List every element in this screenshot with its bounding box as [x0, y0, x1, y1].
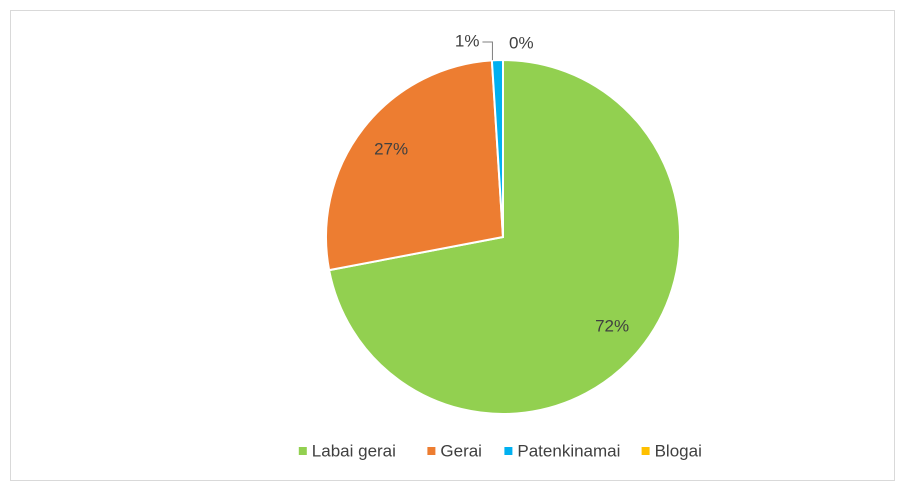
pie-slice	[325, 59, 505, 272]
pie-slice	[327, 58, 681, 415]
legend-swatch	[641, 447, 650, 455]
legend-label: Patenkinamai	[517, 441, 620, 460]
data-label: 27%	[374, 140, 408, 159]
legend-swatch	[298, 447, 307, 455]
pie-slice	[490, 58, 504, 238]
legend-swatch	[504, 447, 513, 455]
data-label: 1%	[455, 31, 480, 50]
legend-label: Labai gerai	[312, 441, 396, 460]
leader-line	[482, 41, 493, 61]
legend-swatch	[427, 447, 436, 455]
legend-label: Blogai	[655, 441, 702, 460]
legend-label: Gerai	[440, 441, 482, 460]
data-label: 72%	[595, 317, 629, 336]
data-label: 0%	[509, 33, 534, 52]
